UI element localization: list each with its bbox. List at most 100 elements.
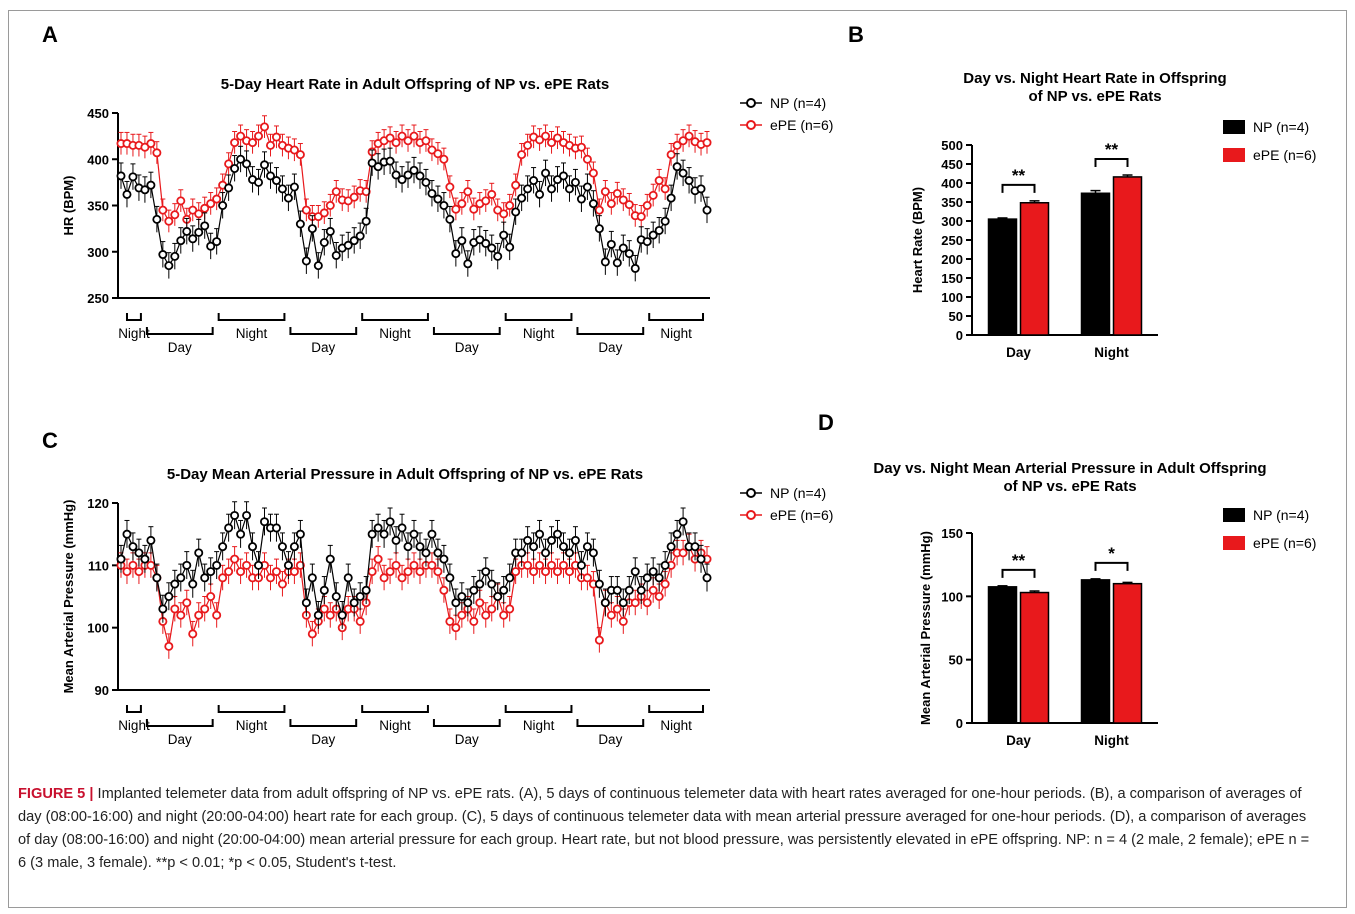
chart-a-data-point <box>624 249 634 259</box>
chart-a-data-point <box>194 209 204 219</box>
chart-a-data-point <box>439 200 449 210</box>
chart-c-data-point <box>564 567 574 577</box>
chart-a-data-point <box>206 241 216 251</box>
chart-a-data-point <box>433 194 443 204</box>
chart-c-data-point <box>612 604 622 614</box>
chart-c-data-point <box>236 567 246 577</box>
chart-c-data-point <box>475 598 485 608</box>
chart-c-data-point <box>307 629 317 639</box>
chart-a-data-point <box>397 175 407 185</box>
chart-c-data-point <box>122 567 132 577</box>
chart-c-data-point <box>134 548 144 558</box>
chart-c-bracket-line <box>289 719 358 727</box>
chart-a-data-point <box>648 190 658 200</box>
chart-c-period-label: Night <box>523 718 555 733</box>
chart-b-y-tick-label: 300 <box>941 214 963 229</box>
chart-a-data-point <box>331 187 341 197</box>
chart-c-period-bracket: Night <box>361 705 429 733</box>
chart-c-data-point <box>582 542 592 552</box>
chart-a-data-point <box>451 204 461 214</box>
chart-a-data-point <box>260 122 270 132</box>
chart-c-data-point <box>618 616 628 626</box>
chart-a-data-point <box>576 194 586 204</box>
chart-c-data-point <box>188 629 198 639</box>
chart-c-period-label: Day <box>598 732 622 747</box>
chart-a-data-point <box>672 140 682 150</box>
panel-label-b: B <box>848 22 864 47</box>
chart-a-data-point <box>558 171 568 181</box>
chart-c-data-point <box>355 616 365 626</box>
chart-c-data-point <box>457 610 467 620</box>
chart-c-data-point <box>696 554 706 564</box>
chart-c-data-point <box>289 542 299 552</box>
chart-c-period-label: Day <box>311 732 335 747</box>
chart-b-y-tick-label: 400 <box>941 176 963 191</box>
chart-a-period-bracket: Night <box>648 313 705 341</box>
chart-a-data-point <box>271 132 281 142</box>
chart-c-data-point <box>433 548 443 558</box>
panel-label-d: D <box>818 410 834 435</box>
chart-c-data-point <box>535 529 545 539</box>
chart-a-data-point <box>684 131 694 141</box>
chart-a-data-point <box>283 193 293 203</box>
chart-a-period-label: Day <box>455 340 479 355</box>
chart-a-data-point <box>612 258 622 268</box>
chart-c-data-point <box>594 579 604 589</box>
chart-a-data-point <box>391 138 401 148</box>
chart-c-data-point <box>606 610 616 620</box>
chart-c-data-point <box>260 517 270 527</box>
chart-c-data-point <box>230 510 240 520</box>
chart-b-y-tick-label: 250 <box>941 233 963 248</box>
chart-a-period-bracket: Night <box>217 313 286 341</box>
chart-c-data-point <box>164 641 174 651</box>
chart-a-y-tick-label: 350 <box>87 199 109 214</box>
chart-c-data-point <box>451 598 461 608</box>
chart-a-data-point <box>588 168 598 178</box>
chart-a-data-point <box>325 226 335 236</box>
chart-a-data-point <box>463 259 473 269</box>
chart-c-data-point <box>295 560 305 570</box>
chart-c-data-point <box>582 573 592 583</box>
chart-a-data-point <box>176 196 186 206</box>
chart-a-data-point <box>415 171 425 181</box>
chart-a-data-point <box>212 194 222 204</box>
chart-a-data-point <box>570 177 580 187</box>
chart-c-data-point <box>594 635 604 645</box>
chart-c-data-point <box>558 560 568 570</box>
chart-a-data-point <box>200 203 210 213</box>
chart-b-title: Day vs. Night Heart Rate in Offspring of… <box>900 70 1290 106</box>
chart-a-period-label: Night <box>236 326 268 341</box>
chart-b-bar <box>987 218 1018 336</box>
chart-c-legend-marker <box>746 510 756 520</box>
chart-a-data-point <box>170 251 180 261</box>
chart-c-data-point <box>690 542 700 552</box>
chart-c-data-point <box>373 554 383 564</box>
chart-c-data-point <box>283 560 293 570</box>
chart-a-data-point <box>200 221 210 231</box>
chart-a-data-point <box>445 214 455 224</box>
chart-a-data-point <box>319 208 329 218</box>
chart-a-data-point <box>152 214 162 224</box>
chart-a-y-tick-label: 400 <box>87 152 109 167</box>
chart-c-data-point <box>140 554 150 564</box>
chart-c-data-point <box>630 567 640 577</box>
chart-c-data-point <box>158 604 168 614</box>
chart-a-data-point <box>403 170 413 180</box>
chart-a-bracket-line <box>648 313 705 321</box>
chart-a-data-point <box>505 242 515 252</box>
chart-d-x-tick-label: Day <box>1006 733 1031 748</box>
chart-a-period-bracket: Night <box>361 313 429 341</box>
chart-c-data-point <box>660 560 670 570</box>
chart-c-data-point <box>648 585 658 595</box>
chart-c-data-point <box>212 560 222 570</box>
chart-d-legend-label: ePE (n=6) <box>1253 535 1316 551</box>
chart-a-data-point <box>642 237 652 247</box>
chart-c-data-point <box>678 548 688 558</box>
chart-c-data-point <box>564 548 574 558</box>
chart-a-period-label: Day <box>168 340 192 355</box>
chart-c-data-point <box>116 554 126 564</box>
chart-a-data-point <box>582 154 592 164</box>
chart-c-data-point <box>499 585 509 595</box>
chart-d-y-tick-label: 150 <box>941 526 963 541</box>
chart-a-period-bracket: Day <box>289 327 358 355</box>
